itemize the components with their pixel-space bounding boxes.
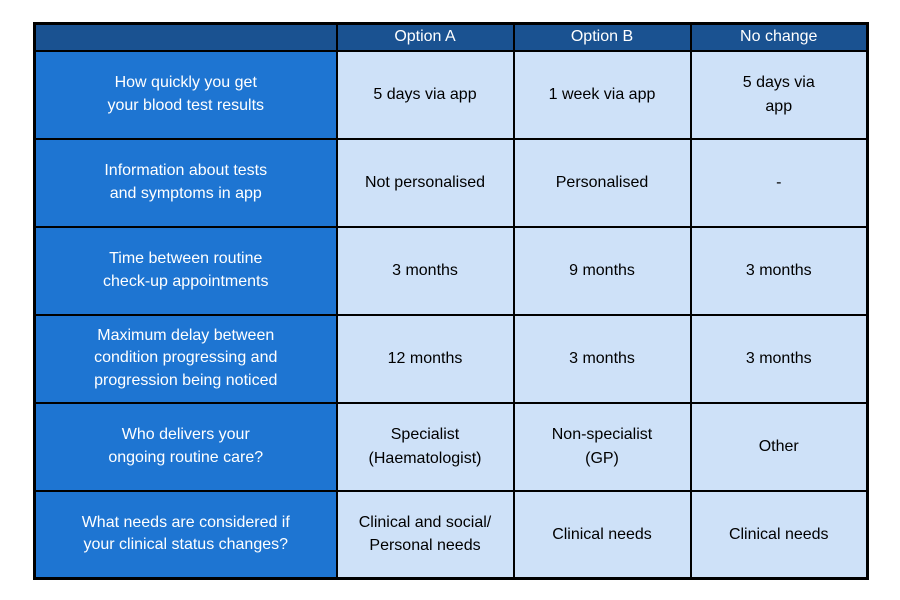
choice-comparison-table: Option A Option B No change How quickly …: [33, 22, 869, 580]
attribute-label: Information about tests and symptoms in …: [33, 137, 338, 228]
cell-option-a: 5 days via app: [335, 49, 515, 140]
table-row-needs-considered: What needs are considered if your clinic…: [33, 489, 869, 580]
cell-option-a: 12 months: [335, 313, 515, 404]
cell-option-a: Specialist (Haematologist): [335, 401, 515, 492]
table-row-checkup-interval: Time between routine check-up appointmen…: [33, 225, 869, 316]
table-row-blood-test-speed: How quickly you get your blood test resu…: [33, 49, 869, 140]
cell-no-change: 3 months: [689, 313, 869, 404]
cell-option-b: 3 months: [512, 313, 692, 404]
header-cell-option-a: Option A: [335, 22, 515, 52]
header-cell-option-b: Option B: [512, 22, 692, 52]
header-row: Option A Option B No change: [33, 22, 869, 52]
table-row-care-provider: Who delivers your ongoing routine care? …: [33, 401, 869, 492]
cell-option-b: Personalised: [512, 137, 692, 228]
table-row-progression-delay: Maximum delay between condition progress…: [33, 313, 869, 404]
cell-option-b: Non-specialist (GP): [512, 401, 692, 492]
cell-no-change: Clinical needs: [689, 489, 869, 580]
attribute-label: Who delivers your ongoing routine care?: [33, 401, 338, 492]
cell-option-a: Clinical and social/ Personal needs: [335, 489, 515, 580]
choice-comparison-table-wrap: Option A Option B No change How quickly …: [33, 22, 869, 580]
attribute-label: Maximum delay between condition progress…: [33, 313, 338, 404]
attribute-label: How quickly you get your blood test resu…: [33, 49, 338, 140]
table-row-app-information: Information about tests and symptoms in …: [33, 137, 869, 228]
cell-no-change: 3 months: [689, 225, 869, 316]
cell-option-b: Clinical needs: [512, 489, 692, 580]
cell-option-b: 9 months: [512, 225, 692, 316]
cell-option-b: 1 week via app: [512, 49, 692, 140]
cell-no-change: 5 days via app: [689, 49, 869, 140]
attribute-label: What needs are considered if your clinic…: [33, 489, 338, 580]
attribute-label: Time between routine check-up appointmen…: [33, 225, 338, 316]
header-cell-no-change: No change: [689, 22, 869, 52]
cell-option-a: 3 months: [335, 225, 515, 316]
cell-no-change: -: [689, 137, 869, 228]
cell-no-change: Other: [689, 401, 869, 492]
header-cell-blank: [33, 22, 338, 52]
cell-option-a: Not personalised: [335, 137, 515, 228]
